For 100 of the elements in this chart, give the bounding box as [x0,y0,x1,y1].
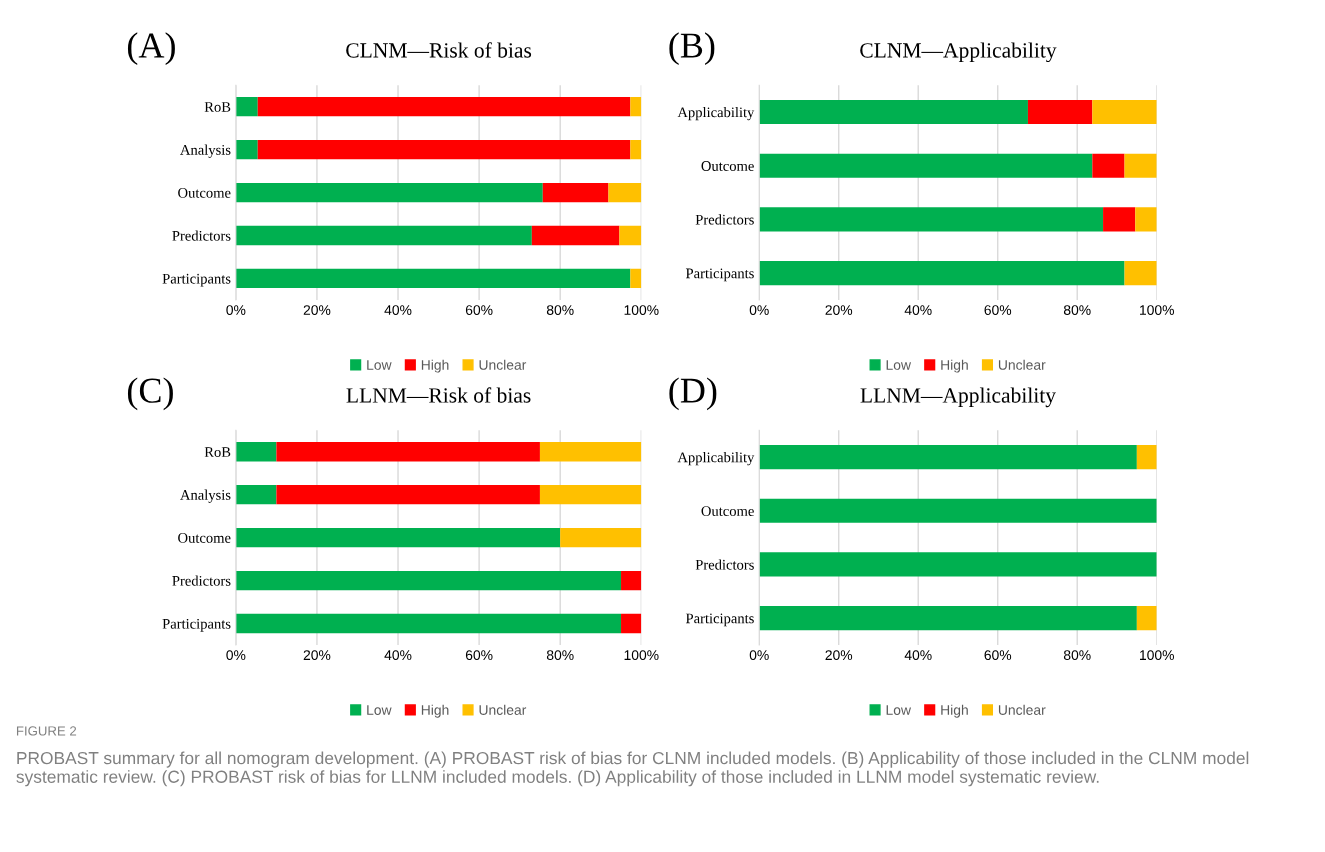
legend-label: High [421,704,449,718]
caption: FIGURE 2 [16,726,77,736]
y-tick-label: Applicability [677,106,755,121]
bar [1124,153,1157,178]
bar [1135,207,1157,232]
x-tick-label: 100% [1140,305,1174,315]
bar [257,139,631,160]
x-tick-label: 0% [749,305,769,315]
x-tick-label: 60% [984,650,1012,661]
x-tick-label: 40% [384,650,412,661]
bar [235,97,258,117]
bar [531,225,620,246]
bar [759,207,1104,232]
bar [235,570,622,591]
bar [539,442,642,462]
chart-title: LLNM—Risk of bias [346,387,531,403]
x-tick-label: 40% [904,650,932,661]
bar [235,613,622,634]
bar [619,225,642,246]
x-tick-label: 80% [546,305,574,315]
y-tick-label: Outcome [178,187,231,198]
x-tick-label: 100% [624,650,659,661]
text: PROBAST summary for all nomogram development. (A) PROBAST risk of bias for CLNM included models. (B) Applicability of those included in the CLNM model systematic review. (C) PROBAST risk of bias for LLNM included models. (D) Applicability of those included in LLNM model systematic review. [16,751,1249,787]
bar [276,485,540,505]
bar [630,139,642,160]
y-tick-label: Predictors [695,214,754,225]
x-tick-label: 80% [1063,305,1091,315]
y-tick-label: Outcome [178,533,231,543]
bar [759,153,1093,178]
bar [1027,99,1093,125]
y-tick-label: RoB [204,447,231,457]
y-tick-label: Predictors [695,559,754,570]
bar [235,527,561,548]
x-tick-label: 100% [624,305,659,315]
y-tick-label: Analysis [180,489,231,503]
bar [608,182,642,203]
bar [1124,260,1157,286]
y-tick-label: RoB [204,102,231,112]
x-tick-label: 0% [226,305,246,315]
bar [1103,207,1136,232]
chart-title: CLNM—Applicability [860,42,1057,63]
legend-label: Unclear [479,704,527,715]
bar [759,99,1028,125]
x-tick-label: 0% [749,650,769,661]
x-tick-label: 0% [226,650,246,661]
x-tick-label: 20% [825,305,853,315]
text: (C) [127,377,173,411]
x-tick-label: 20% [303,650,331,661]
text: (B) [669,32,715,66]
bar [539,485,642,505]
bar [621,613,642,634]
y-tick-label: Participants [162,618,231,632]
x-tick-label: 20% [825,650,853,661]
bar [560,527,642,548]
bar [1092,99,1157,125]
y-tick-label: Predictors [172,575,231,586]
chart-title: LLNM—Applicability [860,387,1056,408]
legend-label: Low [367,360,392,370]
legend-label: Low [886,360,912,370]
bar [235,139,258,160]
bar [235,485,277,505]
text: (A) [127,32,175,66]
bar [257,97,631,117]
x-tick-label: 20% [303,305,331,315]
y-tick-label: Applicability [677,452,755,466]
text: (D) [669,377,717,411]
bar [630,97,642,117]
y-tick-label: Analysis [180,144,231,158]
y-tick-label: Participants [685,268,754,282]
bar [276,442,540,462]
legend-label: High [421,359,449,373]
bar [235,268,631,289]
bar [235,442,277,462]
bar [235,182,543,203]
legend-label: Low [367,705,392,715]
legend-label: Unclear [998,704,1046,715]
y-tick-label: Participants [162,273,231,287]
x-tick-label: 60% [465,650,493,661]
x-tick-label: 40% [384,305,412,315]
y-tick-label: Predictors [172,230,231,241]
bar [630,268,642,289]
bar [1092,153,1125,178]
legend-label: High [941,704,968,718]
legend-label: Unclear [998,359,1046,370]
x-tick-label: 100% [1140,650,1174,661]
legend-label: Unclear [479,359,527,370]
chart-title: CLNM—Risk of bias [346,42,532,58]
x-tick-label: 60% [465,305,493,315]
bar [621,570,642,591]
x-tick-label: 60% [984,305,1012,315]
y-tick-label: Outcome [701,506,754,516]
legend-label: Low [886,705,912,715]
legend-label: High [941,359,968,373]
bar [235,225,532,246]
x-tick-label: 80% [546,650,574,661]
y-tick-label: Outcome [701,161,754,171]
bar [759,260,1125,286]
bar [542,182,609,203]
x-tick-label: 40% [904,305,932,315]
x-tick-label: 80% [1063,650,1091,661]
